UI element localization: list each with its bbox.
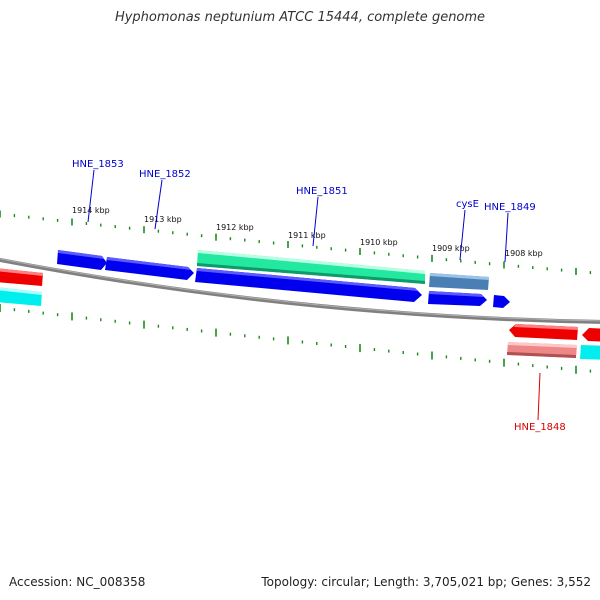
gene-arrow-hne1852[interactable] xyxy=(105,257,194,280)
gene-arrow-hne1853-shade xyxy=(58,250,104,259)
leader-hne1851 xyxy=(312,196,319,247)
gene-arrow-hne1850[interactable] xyxy=(195,268,422,302)
left-edge-features xyxy=(0,268,43,306)
gene-arrow-hne1850-shade xyxy=(197,268,418,291)
gene-label-hne1853[interactable]: HNE_1853 xyxy=(72,159,124,170)
gene-arrow-hne1849[interactable] xyxy=(493,295,510,308)
inner-scale-ticks xyxy=(0,304,592,374)
gene-label-cyse[interactable]: cysE xyxy=(456,199,479,210)
gene-arrow-hne1852-shade xyxy=(107,257,191,270)
forward-strand-features xyxy=(57,250,510,308)
kbp-label-1914: 1914 kbp xyxy=(72,206,110,215)
kbp-label-1913: 1913 kbp xyxy=(144,215,182,224)
gene-feature-hne1848-edge xyxy=(507,352,576,358)
accession-text: Accession: NC_008358 xyxy=(9,575,146,589)
kbp-label-1909: 1909 kbp xyxy=(432,244,470,253)
gene-labels: HNE_1853 HNE_1852 HNE_1851 cysE HNE_1849… xyxy=(72,159,566,433)
leader-hne1852 xyxy=(154,179,163,230)
genome-backbone xyxy=(0,257,600,324)
reverse-strand-features xyxy=(507,324,600,360)
gene-label-hne1848[interactable]: HNE_1848 xyxy=(514,422,566,433)
rna-feature-right[interactable] xyxy=(580,345,600,360)
gene-label-leaders xyxy=(87,169,541,421)
gene-feature-hne1851-edge xyxy=(197,263,425,284)
leader-cyse xyxy=(459,209,466,261)
gene-feature-cyse-shade xyxy=(430,273,489,280)
leader-hne1853 xyxy=(87,169,95,223)
kbp-label-1910: 1910 kbp xyxy=(360,238,398,247)
gene-feature-hne1851-shade xyxy=(198,250,425,274)
gene-feature-hne1848-shade xyxy=(508,342,577,348)
rna-feature-left-shade xyxy=(0,287,42,295)
leader-hne1849 xyxy=(504,212,509,263)
gene-label-hne1851[interactable]: HNE_1851 xyxy=(296,186,348,197)
gene-feature-hne1851-outer[interactable] xyxy=(197,250,425,284)
reverse-gene-left-shade xyxy=(0,268,43,276)
gene-arrow-reverse-b[interactable] xyxy=(582,328,600,342)
outer-scale-ticks xyxy=(0,210,592,275)
leader-hne1848 xyxy=(537,372,541,421)
gene-label-hne1849[interactable]: HNE_1849 xyxy=(484,202,536,213)
kbp-label-1911: 1911 kbp xyxy=(288,231,326,240)
genome-backbone-highlight xyxy=(0,258,600,322)
genome-stats-text: Topology: circular; Length: 3,705,021 bp… xyxy=(261,575,591,589)
kbp-scale-labels: 1914 kbp 1913 kbp 1912 kbp 1911 kbp 1910… xyxy=(72,206,543,258)
gene-label-hne1852[interactable]: HNE_1852 xyxy=(139,169,191,180)
gene-arrow-reverse-a-shade xyxy=(514,324,578,330)
map-title: Hyphomonas neptunium ATCC 15444, complet… xyxy=(114,10,486,25)
kbp-label-1912: 1912 kbp xyxy=(216,223,254,232)
gene-arrow-cyse-lower-shade xyxy=(429,291,484,297)
kbp-label-1908: 1908 kbp xyxy=(505,249,543,258)
